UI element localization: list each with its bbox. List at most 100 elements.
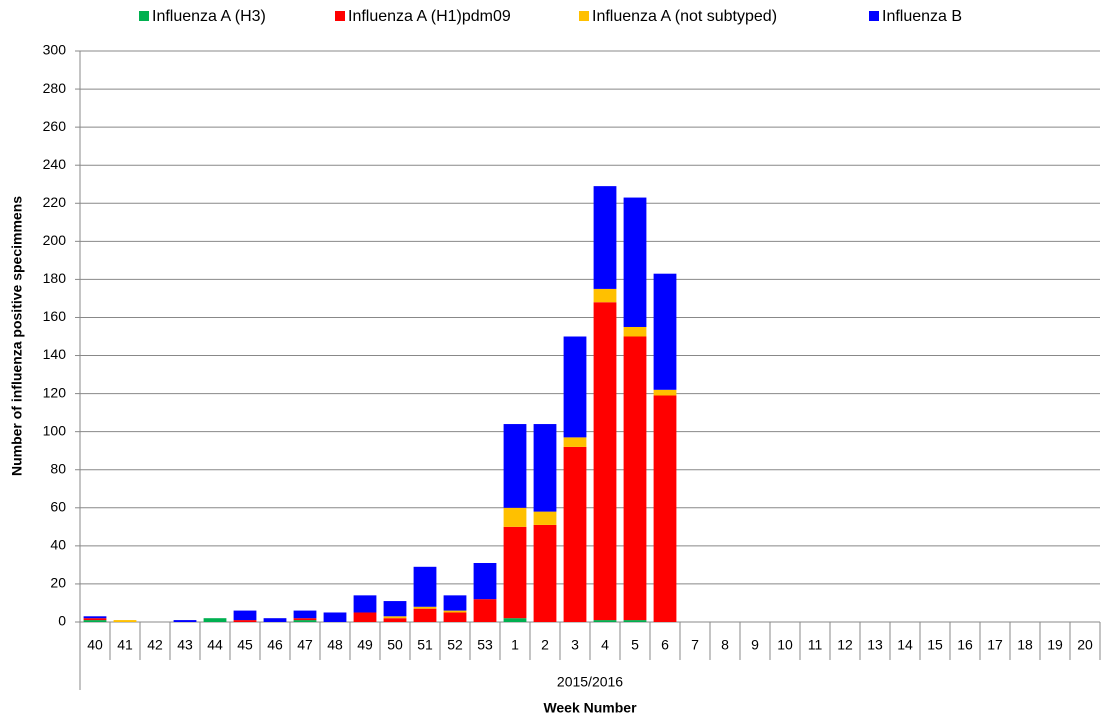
x-tick-label: 51 bbox=[417, 637, 433, 653]
bar-segment bbox=[653, 273, 677, 390]
x-axis-title: Week Number bbox=[543, 700, 637, 716]
bar-segment bbox=[473, 599, 497, 622]
y-tick-label: 140 bbox=[43, 346, 67, 362]
bar-segment bbox=[173, 620, 197, 622]
x-tick-label: 15 bbox=[927, 637, 943, 653]
y-tick-label: 40 bbox=[50, 537, 66, 553]
bar-segment bbox=[563, 336, 587, 438]
y-tick-label: 120 bbox=[43, 384, 67, 400]
bar-segment bbox=[623, 326, 647, 337]
legend-label: Influenza A (H1)pdm09 bbox=[348, 8, 511, 25]
x-tick-label: 19 bbox=[1047, 637, 1063, 653]
x-tick-label: 47 bbox=[297, 637, 313, 653]
x-tick-label: 10 bbox=[777, 637, 793, 653]
bar-segment bbox=[593, 186, 617, 289]
x-tick-label: 43 bbox=[177, 637, 193, 653]
x-tick-label: 7 bbox=[691, 637, 699, 653]
bar-segment bbox=[533, 511, 557, 525]
x-tick-label: 13 bbox=[867, 637, 883, 653]
bar-segment bbox=[83, 616, 107, 619]
legend-swatch bbox=[869, 11, 879, 21]
x-tick-label: 44 bbox=[207, 637, 223, 653]
x-group-label: 2015/2016 bbox=[557, 674, 623, 690]
bar-segment bbox=[443, 612, 467, 622]
bar-segment bbox=[653, 389, 677, 396]
x-tick-label: 52 bbox=[447, 637, 463, 653]
bar-segment bbox=[263, 618, 287, 622]
bar-segment bbox=[323, 612, 347, 622]
x-tick-label: 16 bbox=[957, 637, 973, 653]
legend-label: Influenza B bbox=[882, 8, 962, 25]
bar-segment bbox=[293, 610, 317, 619]
bar-segment bbox=[383, 616, 407, 619]
bar-segment bbox=[233, 610, 257, 621]
y-tick-label: 20 bbox=[50, 575, 66, 591]
y-tick-label: 200 bbox=[43, 232, 67, 248]
bar-segment bbox=[203, 618, 227, 622]
bar-segment bbox=[473, 562, 497, 600]
x-tick-label: 9 bbox=[751, 637, 759, 653]
x-tick-label: 20 bbox=[1077, 637, 1093, 653]
y-tick-label: 180 bbox=[43, 270, 67, 286]
bar-segment bbox=[443, 610, 467, 613]
bar-segment bbox=[623, 620, 647, 622]
legend-swatch bbox=[579, 11, 589, 21]
legend-swatch bbox=[139, 11, 149, 21]
x-tick-label: 4 bbox=[601, 637, 609, 653]
x-tick-label: 40 bbox=[87, 637, 103, 653]
x-tick-label: 12 bbox=[837, 637, 853, 653]
bar-segment bbox=[533, 524, 557, 622]
bar-segment bbox=[413, 608, 437, 622]
bar-segment bbox=[293, 618, 317, 621]
bar-segment bbox=[413, 566, 437, 607]
y-tick-label: 160 bbox=[43, 308, 67, 324]
x-tick-label: 50 bbox=[387, 637, 403, 653]
bar-segment bbox=[293, 620, 317, 622]
x-tick-label: 17 bbox=[987, 637, 1003, 653]
legend-swatch bbox=[335, 11, 345, 21]
x-tick-label: 8 bbox=[721, 637, 729, 653]
bar-segment bbox=[533, 424, 557, 512]
x-tick-label: 53 bbox=[477, 637, 493, 653]
bar-segment bbox=[443, 595, 467, 611]
y-tick-label: 300 bbox=[43, 42, 67, 58]
x-tick-label: 48 bbox=[327, 637, 343, 653]
legend-label: Influenza A (not subtyped) bbox=[592, 8, 777, 25]
x-tick-label: 49 bbox=[357, 637, 373, 653]
y-tick-label: 240 bbox=[43, 156, 67, 172]
bar-segment bbox=[383, 618, 407, 622]
bar-segment bbox=[623, 197, 647, 327]
y-tick-label: 80 bbox=[50, 460, 66, 476]
bar-segment bbox=[653, 395, 677, 622]
bar-segment bbox=[353, 595, 377, 613]
x-tick-label: 1 bbox=[511, 637, 519, 653]
bar-segment bbox=[83, 618, 107, 621]
x-tick-label: 45 bbox=[237, 637, 253, 653]
bar-segment bbox=[353, 612, 377, 622]
y-tick-label: 260 bbox=[43, 118, 67, 134]
bar-segment bbox=[503, 507, 527, 527]
bar-segment bbox=[503, 618, 527, 622]
x-tick-label: 41 bbox=[117, 637, 133, 653]
bar-segment bbox=[383, 601, 407, 617]
bar-segment bbox=[593, 302, 617, 621]
y-tick-label: 100 bbox=[43, 422, 67, 438]
bar-segment bbox=[563, 437, 587, 447]
x-tick-label: 11 bbox=[808, 637, 823, 653]
x-tick-label: 2 bbox=[541, 637, 549, 653]
x-tick-label: 5 bbox=[631, 637, 639, 653]
y-axis-title: Number of influenza positive specimmens bbox=[9, 196, 25, 476]
x-tick-label: 14 bbox=[897, 637, 913, 653]
x-tick-label: 6 bbox=[661, 637, 669, 653]
x-tick-label: 46 bbox=[267, 637, 283, 653]
bar-segment bbox=[83, 620, 107, 622]
x-tick-label: 18 bbox=[1017, 637, 1033, 653]
y-tick-label: 220 bbox=[43, 194, 67, 210]
y-tick-label: 280 bbox=[43, 80, 67, 96]
y-tick-label: 60 bbox=[50, 499, 66, 515]
bar-segment bbox=[233, 620, 257, 622]
bar-segment bbox=[623, 336, 647, 621]
bar-segment bbox=[413, 606, 437, 609]
x-tick-label: 3 bbox=[571, 637, 579, 653]
